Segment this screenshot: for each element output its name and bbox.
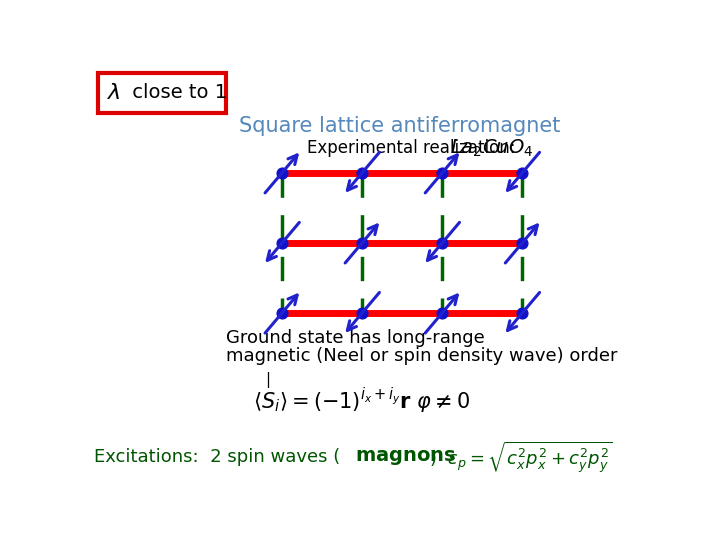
- Point: [517, 168, 528, 177]
- Text: close to 1: close to 1: [127, 83, 228, 102]
- Point: [517, 308, 528, 317]
- Text: Ground state has long-range: Ground state has long-range: [225, 329, 485, 347]
- Text: Experimental realization:: Experimental realization:: [307, 139, 516, 157]
- Text: $\langle \overset{|}{S}_i \rangle = (-1)^{i_x+i_y} \mathbf{r}\ \varphi \neq 0$: $\langle \overset{|}{S}_i \rangle = (-1)…: [253, 370, 470, 415]
- Text: )  $\varepsilon_p = \sqrt{c_x^2 p_x^2 + c_y^2 p_y^2}$: ) $\varepsilon_p = \sqrt{c_x^2 p_x^2 + c…: [428, 440, 613, 475]
- Point: [517, 238, 528, 247]
- Point: [276, 168, 288, 177]
- Text: $\mathit{\mathbf{magnons}}$: $\mathit{\mathbf{magnons}}$: [355, 448, 456, 467]
- Point: [356, 168, 368, 177]
- Bar: [98, 72, 225, 112]
- Point: [276, 238, 288, 247]
- Point: [356, 308, 368, 317]
- Point: [436, 168, 448, 177]
- Text: $\lambda$: $\lambda$: [107, 82, 121, 104]
- Point: [276, 308, 288, 317]
- Point: [356, 238, 368, 247]
- Text: $La_2CuO_4$: $La_2CuO_4$: [451, 137, 534, 159]
- Text: magnetic (Neel or spin density wave) order: magnetic (Neel or spin density wave) ord…: [225, 347, 617, 365]
- Text: Square lattice antiferromagnet: Square lattice antiferromagnet: [239, 117, 561, 137]
- Text: Excitations:  2 spin waves (: Excitations: 2 spin waves (: [94, 449, 340, 467]
- Point: [436, 308, 448, 317]
- Point: [436, 238, 448, 247]
